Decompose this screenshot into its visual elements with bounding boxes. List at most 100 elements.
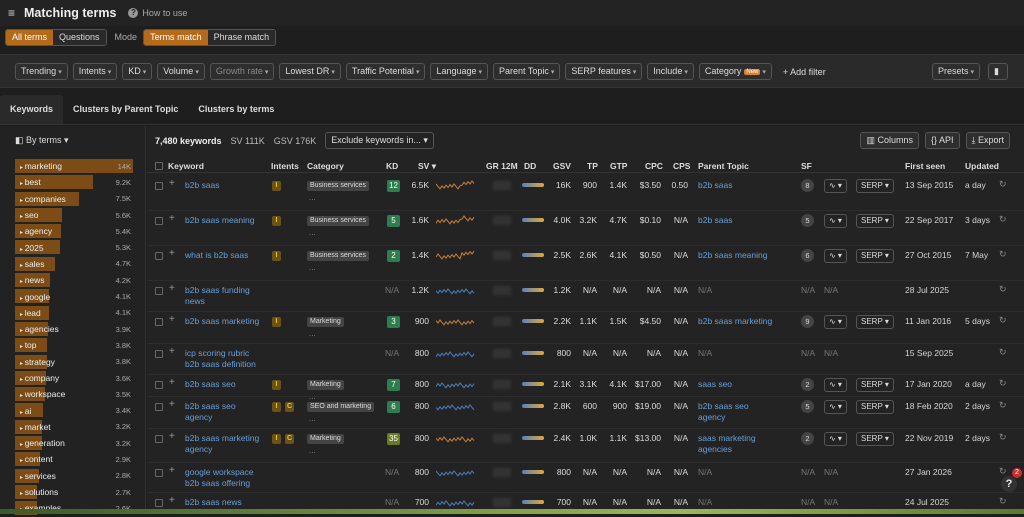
add-to-list-icon[interactable]: + bbox=[169, 346, 175, 357]
filter-kd-button[interactable]: KD ▾ bbox=[122, 63, 153, 80]
refresh-icon[interactable]: ↻ bbox=[999, 432, 1007, 442]
keyword-link[interactable]: b2b saas marketing bbox=[185, 316, 260, 326]
keyword-link[interactable]: b2b saas funding news bbox=[185, 285, 250, 306]
term-row[interactable]: news 4.2K bbox=[15, 272, 133, 288]
term-row[interactable]: solutions 2.7K bbox=[15, 484, 133, 500]
term-row[interactable]: seo 5.6K bbox=[15, 207, 133, 223]
presets-button[interactable]: Presets ▾ bbox=[932, 63, 981, 80]
serp-button[interactable]: SERP ▾ bbox=[856, 249, 894, 263]
menu-icon[interactable]: ≡ bbox=[8, 6, 16, 20]
col-gr12m[interactable]: GR 12M bbox=[486, 161, 518, 171]
term-row[interactable]: agencies 3.9K bbox=[15, 321, 133, 337]
filter-growth-rate-button[interactable]: Growth rate ▾ bbox=[209, 63, 275, 80]
term-row[interactable]: generation 3.2K bbox=[15, 435, 133, 451]
filter-language-button[interactable]: Language ▾ bbox=[430, 63, 489, 80]
col-sf[interactable]: SF bbox=[801, 161, 812, 171]
row-checkbox[interactable] bbox=[155, 499, 163, 507]
serp-button[interactable]: SERP ▾ bbox=[856, 400, 894, 414]
col-intents[interactable]: Intents bbox=[271, 161, 299, 171]
serp-button[interactable]: SERP ▾ bbox=[856, 179, 894, 193]
keyword-link[interactable]: b2b saas news bbox=[185, 497, 242, 507]
add-to-list-icon[interactable]: + bbox=[169, 213, 175, 224]
keyword-link[interactable]: b2b saas seo bbox=[185, 379, 236, 389]
keyword-link[interactable]: what is b2b saas bbox=[185, 250, 249, 260]
row-checkbox[interactable] bbox=[155, 350, 163, 358]
keyword-link[interactable]: icp scoring rubric b2b saas definition bbox=[185, 348, 256, 369]
term-row[interactable]: top 3.8K bbox=[15, 337, 133, 353]
row-checkbox[interactable] bbox=[155, 287, 163, 295]
add-to-list-icon[interactable]: + bbox=[169, 465, 175, 476]
api-button[interactable]: {} API bbox=[924, 132, 960, 149]
refresh-icon[interactable]: ↻ bbox=[999, 179, 1007, 189]
col-updated[interactable]: Updated bbox=[965, 161, 999, 171]
keyword-link[interactable]: b2b saas bbox=[185, 180, 220, 190]
term-row[interactable]: 2025 5.3K bbox=[15, 239, 133, 255]
filter-traffic-potential-button[interactable]: Traffic Potential ▾ bbox=[345, 63, 426, 80]
trend-chart-button[interactable]: ∿ ▾ bbox=[824, 249, 847, 263]
filter-parent-topic-button[interactable]: Parent Topic ▾ bbox=[493, 63, 561, 80]
col-cpc[interactable]: CPC bbox=[645, 161, 663, 171]
row-checkbox[interactable] bbox=[155, 435, 163, 443]
refresh-icon[interactable]: ↻ bbox=[999, 466, 1007, 476]
refresh-icon[interactable]: ↻ bbox=[999, 284, 1007, 294]
refresh-icon[interactable]: ↻ bbox=[999, 400, 1007, 410]
by-terms-dropdown[interactable]: ◧ By terms ▾ bbox=[15, 135, 69, 146]
export-button[interactable]: ⤓ Export bbox=[965, 132, 1010, 149]
serp-button[interactable]: SERP ▾ bbox=[856, 214, 894, 228]
col-gtp[interactable]: GTP bbox=[610, 161, 628, 171]
keyword-link[interactable]: b2b saas marketing agency bbox=[185, 433, 260, 454]
keyword-link[interactable]: b2b saas meaning bbox=[185, 215, 255, 225]
term-row[interactable]: strategy 3.8K bbox=[15, 354, 133, 370]
refresh-icon[interactable]: ↻ bbox=[999, 496, 1007, 506]
parent-topic-link[interactable]: b2b saas seo agency bbox=[698, 401, 749, 422]
col-first-seen[interactable]: First seen bbox=[905, 161, 946, 171]
add-to-list-icon[interactable]: + bbox=[169, 283, 175, 294]
parent-topic-link[interactable]: b2b saas bbox=[698, 180, 733, 190]
parent-topic-link[interactable]: b2b saas marketing bbox=[698, 316, 773, 326]
keyword-link[interactable]: b2b saas seo agency bbox=[185, 401, 236, 422]
add-to-list-icon[interactable]: + bbox=[169, 178, 175, 189]
add-to-list-icon[interactable]: + bbox=[169, 314, 175, 325]
serp-button[interactable]: SERP ▾ bbox=[856, 378, 894, 392]
filter-trending-button[interactable]: Trending ▾ bbox=[15, 63, 68, 80]
add-to-list-icon[interactable]: + bbox=[169, 399, 175, 410]
term-row[interactable]: sales 4.7K bbox=[15, 256, 133, 272]
col-keyword[interactable]: Keyword bbox=[168, 161, 204, 171]
term-row[interactable]: workspace 3.5K bbox=[15, 386, 133, 402]
refresh-icon[interactable]: ↻ bbox=[999, 214, 1007, 224]
terms-match-button[interactable]: Terms match bbox=[144, 29, 208, 45]
term-row[interactable]: company 3.6K bbox=[15, 370, 133, 386]
term-row[interactable]: agency 5.4K bbox=[15, 223, 133, 239]
row-checkbox[interactable] bbox=[155, 403, 163, 411]
row-checkbox[interactable] bbox=[155, 217, 163, 225]
filter-include-button[interactable]: Include ▾ bbox=[647, 63, 694, 80]
help-button[interactable]: ? bbox=[1001, 476, 1017, 492]
filter-intents-button[interactable]: Intents ▾ bbox=[72, 63, 118, 80]
row-checkbox[interactable] bbox=[155, 182, 163, 190]
trend-chart-button[interactable]: ∿ ▾ bbox=[824, 214, 847, 228]
trend-chart-button[interactable]: ∿ ▾ bbox=[824, 179, 847, 193]
select-all-checkbox[interactable] bbox=[155, 162, 163, 170]
trend-chart-button[interactable]: ∿ ▾ bbox=[824, 378, 847, 392]
filter-volume-button[interactable]: Volume ▾ bbox=[157, 63, 205, 80]
parent-topic-link[interactable]: saas seo bbox=[698, 379, 733, 389]
parent-topic-link[interactable]: saas marketing agencies bbox=[698, 433, 756, 454]
exclude-keywords-dropdown[interactable]: Exclude keywords in... ▾ bbox=[325, 132, 434, 149]
serp-button[interactable]: SERP ▾ bbox=[856, 315, 894, 329]
trend-chart-button[interactable]: ∿ ▾ bbox=[824, 400, 847, 414]
bookmark-button[interactable]: ▮ bbox=[988, 63, 1008, 80]
add-to-list-icon[interactable]: + bbox=[169, 431, 175, 442]
add-to-list-icon[interactable]: + bbox=[169, 248, 175, 259]
term-row[interactable]: google 4.1K bbox=[15, 288, 133, 304]
refresh-icon[interactable]: ↻ bbox=[999, 315, 1007, 325]
add-to-list-icon[interactable]: + bbox=[169, 377, 175, 388]
col-cps[interactable]: CPS bbox=[673, 161, 691, 171]
term-row[interactable]: ai 3.4K bbox=[15, 402, 133, 418]
add-filter-button[interactable]: + Add filter bbox=[777, 67, 826, 77]
term-row[interactable]: best 9.2K bbox=[15, 174, 133, 190]
tab-clusters-parent-topic[interactable]: Clusters by Parent Topic bbox=[73, 104, 179, 114]
term-row[interactable]: companies 7.5K bbox=[15, 191, 133, 207]
refresh-icon[interactable]: ↻ bbox=[999, 378, 1007, 388]
how-to-use-link[interactable]: ? How to use bbox=[128, 8, 187, 18]
trend-chart-button[interactable]: ∿ ▾ bbox=[824, 432, 847, 446]
